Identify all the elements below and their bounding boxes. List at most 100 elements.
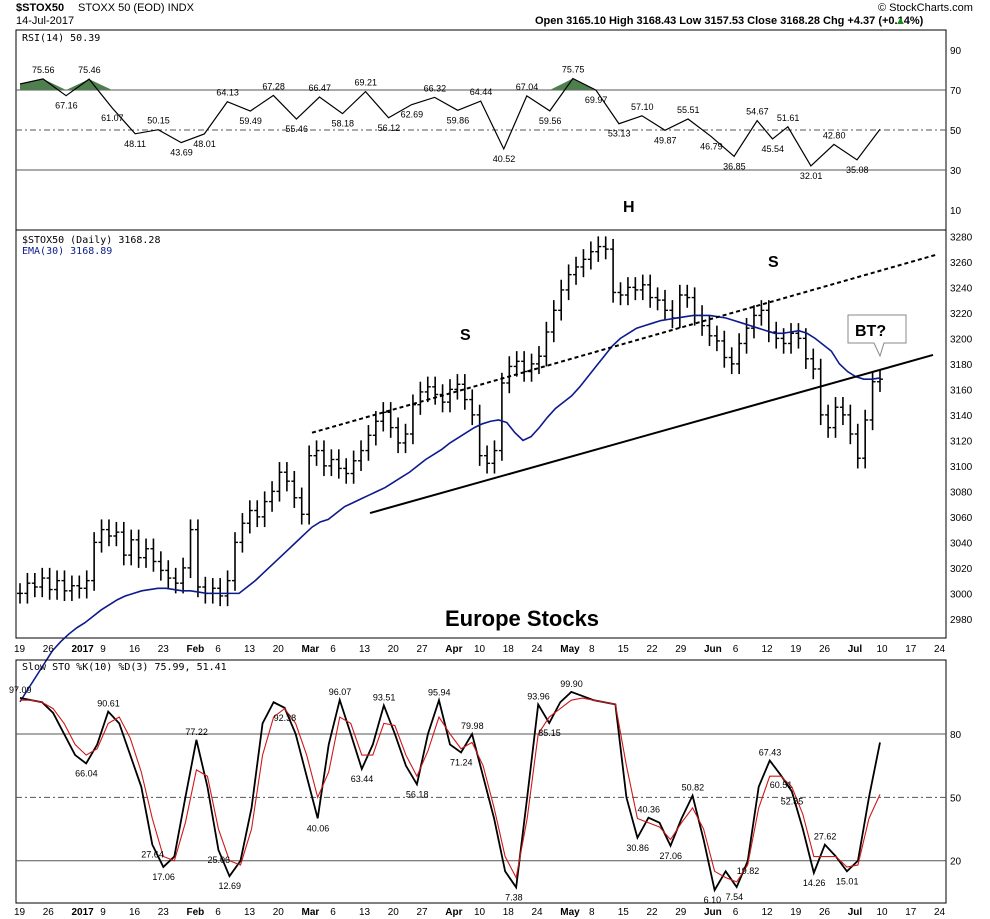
x-tick-label: 20 — [273, 907, 285, 918]
price-ytick: 3220 — [950, 309, 973, 320]
price-bar — [358, 440, 365, 471]
price-bar — [854, 423, 861, 469]
sto-value-label: 50.82 — [682, 783, 705, 793]
x-tick-label: 9 — [100, 907, 106, 918]
price-bar — [521, 351, 528, 382]
price-bar — [691, 287, 698, 326]
price-bar — [454, 374, 461, 400]
price-bar — [17, 583, 23, 604]
x-tick-label: 26 — [43, 907, 55, 918]
rsi-y-axis: 10 30 50 70 90 — [950, 46, 962, 217]
price-bar — [328, 449, 335, 477]
sto-value-label: 40.06 — [307, 823, 330, 833]
price-bar — [484, 445, 491, 474]
x-tick-label: 27 — [417, 644, 429, 655]
rsi-value-label: 32.01 — [800, 171, 823, 181]
price-bar — [728, 347, 735, 375]
price-bar — [31, 572, 38, 598]
price-bar — [343, 458, 350, 484]
rsi-line — [19, 77, 881, 167]
x-tick-label: 13 — [359, 907, 371, 918]
x-tick-label: 26 — [819, 644, 831, 655]
rsi-panel: 75.56 67.16 75.46 61.07 48.11 50.15 43.6948.01… — [15, 29, 962, 231]
price-bar — [558, 279, 565, 321]
sto-value-label: 92.38 — [274, 713, 297, 723]
x-tick-label: 23 — [158, 907, 170, 918]
rsi-title: RSI(14) 50.39 — [22, 33, 100, 44]
price-bar — [573, 256, 580, 285]
x-tick-label: 20 — [388, 644, 400, 655]
price-bar — [128, 529, 135, 566]
price-bar — [417, 381, 424, 415]
rsi-value-label: 48.11 — [124, 139, 146, 149]
sto-value-label: 66.04 — [75, 768, 98, 778]
price-bar — [669, 300, 676, 329]
price-bar — [217, 578, 224, 607]
head-label: H — [623, 199, 635, 216]
x-tick-label: May — [560, 644, 580, 655]
price-bar — [765, 300, 772, 343]
rsi-ytick: 50 — [950, 126, 962, 137]
sto-value-label: 99.90 — [560, 679, 583, 689]
price-bar — [847, 404, 854, 445]
x-tick-label: 19 — [14, 907, 26, 918]
sto-value-label: 15.01 — [836, 876, 859, 886]
price-ytick: 3180 — [950, 360, 973, 371]
price-bar — [624, 277, 631, 306]
x-tick-label: May — [560, 907, 580, 918]
price-bar — [610, 238, 617, 303]
price-bar — [632, 277, 639, 301]
sto-value-label: 19.82 — [737, 866, 760, 876]
price-bar — [409, 394, 416, 445]
price-bar — [54, 570, 61, 600]
x-tick-label: 17 — [905, 644, 917, 655]
rsi-polyline — [19, 77, 881, 167]
left-shoulder-label: S — [460, 327, 471, 344]
price-bar — [491, 440, 498, 474]
price-bar — [254, 500, 261, 528]
sto-value-label: 7.38 — [505, 892, 523, 902]
sto-value-label: 56.18 — [406, 789, 429, 799]
rsi-value-label: 55.46 — [285, 124, 308, 134]
ema-polyline — [19, 314, 881, 703]
sto-value-label: 30.86 — [626, 843, 649, 853]
price-title: $STOX50 (Daily) 3168.28 — [22, 235, 160, 246]
price-bar — [283, 462, 290, 492]
price-bar — [795, 323, 802, 349]
price-bar — [639, 274, 646, 301]
price-bar — [68, 575, 75, 602]
rsi-value-label: 45.54 — [762, 144, 785, 154]
price-bar — [313, 440, 320, 466]
symbol: $STOX50 — [16, 2, 64, 14]
price-ytick: 3060 — [950, 513, 973, 524]
price-bar — [721, 330, 728, 368]
price-bar — [587, 241, 594, 270]
sto-ytick: 50 — [950, 793, 962, 804]
rsi-ytick: 70 — [950, 86, 962, 97]
sto-d-line — [20, 697, 881, 883]
x-tick-label: 26 — [819, 907, 831, 918]
price-bar — [187, 519, 194, 579]
price-bar — [662, 289, 668, 321]
price-bar — [684, 284, 691, 308]
x-tick-label: Jul — [848, 907, 863, 918]
sto-value-label: 63.44 — [351, 774, 374, 784]
sto-k-line — [19, 690, 881, 893]
x-tick-label: 6 — [733, 644, 739, 655]
right-shoulder-label: S — [768, 254, 779, 271]
x-tick-label: Mar — [302, 644, 320, 655]
x-tick-label: 18 — [503, 907, 515, 918]
price-bar — [580, 249, 587, 278]
price-ytick: 3040 — [950, 538, 973, 549]
price-ytick: 3200 — [950, 334, 973, 345]
rsi-value-label: 46.79 — [700, 141, 723, 151]
price-bar — [98, 519, 105, 553]
rsi-value-label: 50.15 — [147, 116, 170, 126]
x-tick-label: 6 — [330, 644, 336, 655]
brand-logo: © StockCharts.com — [878, 2, 973, 14]
x-tick-label: 13 — [359, 644, 371, 655]
sto-lines — [19, 690, 881, 893]
x-tick-label: 6 — [215, 907, 221, 918]
x-tick-label: 15 — [618, 907, 630, 918]
x-tick-label: 24 — [532, 907, 544, 918]
